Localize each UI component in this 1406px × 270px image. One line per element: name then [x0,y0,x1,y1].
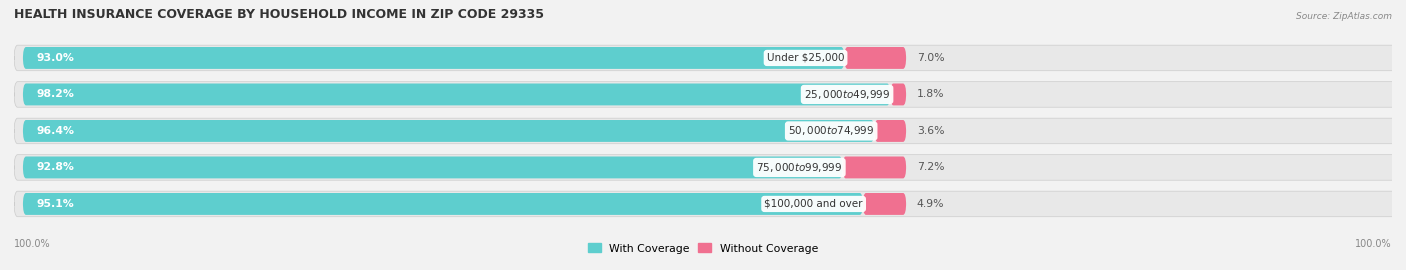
Text: 7.0%: 7.0% [917,53,945,63]
Text: 7.2%: 7.2% [917,163,945,173]
FancyBboxPatch shape [845,47,905,69]
Text: 92.8%: 92.8% [37,163,75,173]
Text: 1.8%: 1.8% [917,89,945,99]
FancyBboxPatch shape [22,157,842,178]
Text: $100,000 and over: $100,000 and over [765,199,863,209]
Text: 100.0%: 100.0% [1355,239,1392,249]
FancyBboxPatch shape [22,120,875,142]
Text: 3.6%: 3.6% [917,126,945,136]
Text: Under $25,000: Under $25,000 [766,53,845,63]
Text: Source: ZipAtlas.com: Source: ZipAtlas.com [1296,12,1392,21]
FancyBboxPatch shape [14,45,1400,71]
FancyBboxPatch shape [14,191,1400,217]
Text: HEALTH INSURANCE COVERAGE BY HOUSEHOLD INCOME IN ZIP CODE 29335: HEALTH INSURANCE COVERAGE BY HOUSEHOLD I… [14,8,544,21]
FancyBboxPatch shape [14,82,1400,107]
FancyBboxPatch shape [890,83,905,105]
FancyBboxPatch shape [22,47,845,69]
Text: 4.9%: 4.9% [917,199,945,209]
FancyBboxPatch shape [842,157,905,178]
Text: $25,000 to $49,999: $25,000 to $49,999 [804,88,890,101]
Text: 95.1%: 95.1% [37,199,75,209]
FancyBboxPatch shape [14,118,1400,144]
FancyBboxPatch shape [22,193,863,215]
FancyBboxPatch shape [863,193,905,215]
Text: $75,000 to $99,999: $75,000 to $99,999 [756,161,842,174]
Text: 93.0%: 93.0% [37,53,75,63]
FancyBboxPatch shape [875,120,905,142]
FancyBboxPatch shape [22,83,890,105]
Text: 96.4%: 96.4% [37,126,75,136]
Text: 100.0%: 100.0% [14,239,51,249]
Legend: With Coverage, Without Coverage: With Coverage, Without Coverage [588,244,818,254]
FancyBboxPatch shape [14,155,1400,180]
Text: $50,000 to $74,999: $50,000 to $74,999 [787,124,875,137]
Text: 98.2%: 98.2% [37,89,75,99]
